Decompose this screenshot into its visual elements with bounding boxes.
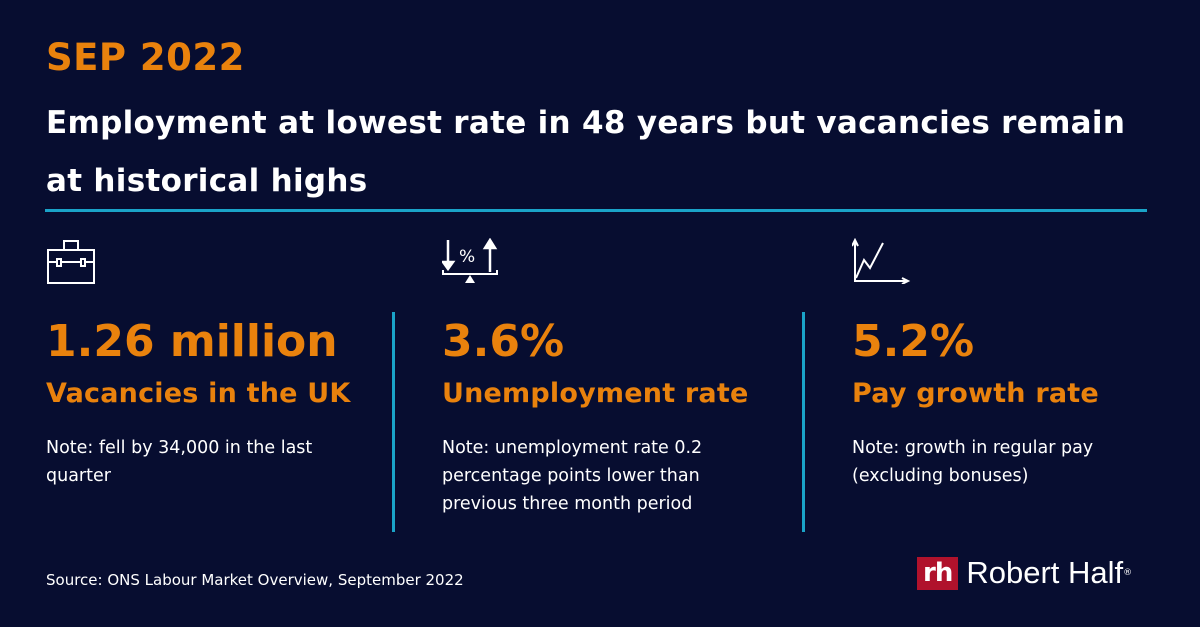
stat-value: 3.6% — [442, 316, 565, 367]
page-title: Employment at lowest rate in 48 years bu… — [46, 105, 1126, 199]
stat-label: Unemployment rate — [442, 378, 749, 409]
briefcase-icon — [47, 240, 95, 284]
date-heading: SEP 2022 — [46, 36, 245, 79]
logo-text: Robert Half — [966, 555, 1124, 590]
robert-half-logo: rh Robert Half ® — [917, 555, 1132, 591]
stat-value: 5.2% — [852, 316, 975, 367]
stat-label: Vacancies in the UK — [46, 378, 351, 409]
svg-text:%: % — [459, 247, 475, 267]
stat-value: 1.26 million — [46, 316, 338, 367]
stat-note: Note: fell by 34,000 in the last quarter — [46, 438, 313, 486]
source-note: Source: ONS Labour Market Overview, Sept… — [46, 571, 464, 589]
stat-note: Note: growth in regular pay (excluding b… — [852, 438, 1094, 486]
percent-scale-icon: % — [440, 237, 498, 283]
logo-mark: rh — [917, 556, 959, 590]
registered-mark: ® — [1123, 568, 1133, 578]
stat-vacancies: 1.26 million Vacancies in the UK Note: f… — [46, 238, 386, 490]
line-chart-icon — [851, 237, 911, 285]
divider — [45, 209, 1147, 212]
stat-label: Pay growth rate — [852, 378, 1099, 409]
stat-unemployment: % 3.6% Unemployment rate Note: unemploym… — [440, 237, 782, 518]
column-divider — [392, 312, 395, 532]
column-divider — [802, 312, 805, 532]
stat-note: Note: unemployment rate 0.2 percentage p… — [442, 438, 703, 514]
stat-pay-growth: 5.2% Pay growth rate Note: growth in reg… — [851, 237, 1192, 490]
